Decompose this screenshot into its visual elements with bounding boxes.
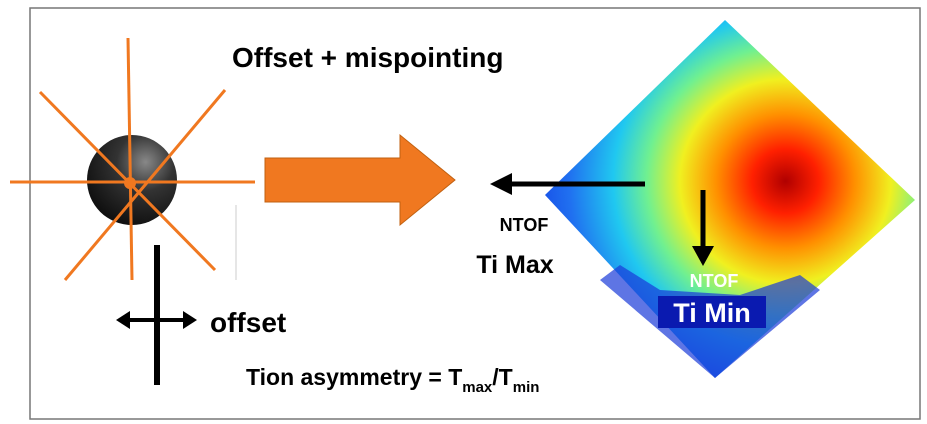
title: Offset + mispointing: [232, 42, 503, 73]
formula-sub: max: [462, 379, 493, 396]
ti-max: Ti Max: [476, 251, 553, 279]
arrow-head: [183, 311, 197, 329]
pointing-center: [124, 177, 136, 189]
big-arrow: [265, 135, 455, 225]
arrow-head: [116, 311, 130, 329]
formula: Tion asymmetry = Tmax/Tmin: [246, 364, 539, 396]
highlight: [176, 152, 188, 164]
ntof-label: NTOF: [500, 215, 549, 235]
ti-min: Ti Min: [673, 298, 751, 328]
arrow-head: [490, 173, 512, 195]
formula-sub: min: [513, 379, 540, 396]
diagram: Offset + mispointing NTOF Ti Max NTOF Ti…: [0, 0, 927, 424]
ntof-label: NTOF: [690, 271, 739, 291]
formula-part: /T: [492, 364, 512, 390]
formula-part: Tion asymmetry = T: [246, 364, 462, 390]
offset-label: offset: [210, 307, 286, 338]
